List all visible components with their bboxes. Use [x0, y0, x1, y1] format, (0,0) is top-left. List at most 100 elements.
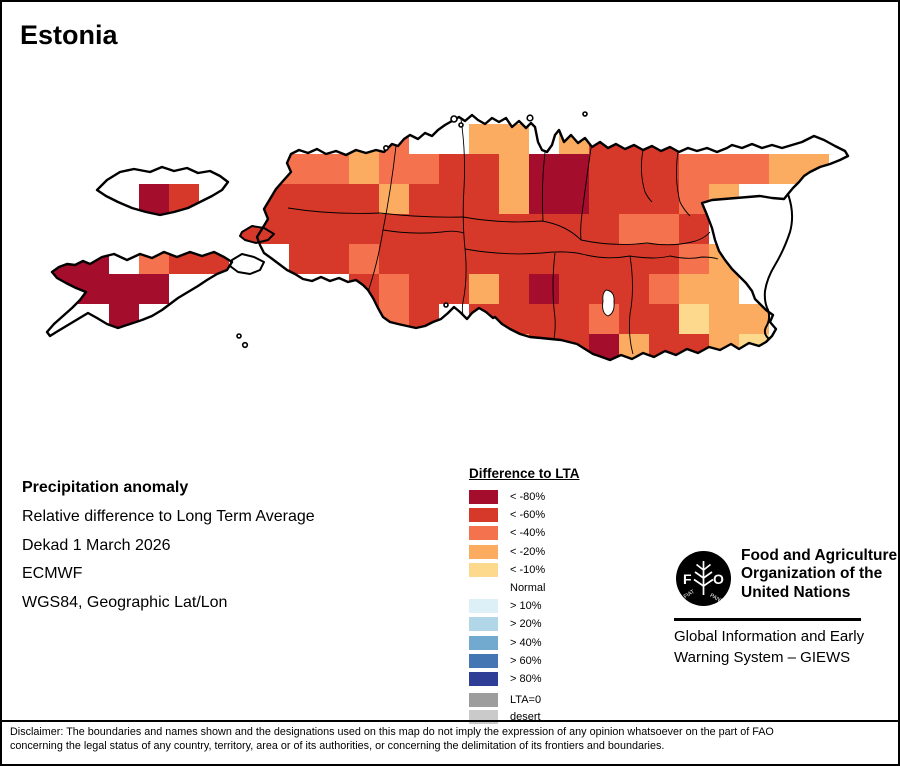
grid-cell-lt60 [589, 244, 619, 274]
grid-cell-lt80 [589, 334, 619, 360]
grid-cell-lt60 [469, 304, 499, 334]
legend-label-lt60: < -60% [510, 509, 546, 522]
grid-cell-lt20 [679, 274, 709, 304]
fao-org-line1: Food and Agriculture [741, 547, 898, 564]
grid-cell-lt20 [619, 334, 649, 360]
grid-cell-lt80 [529, 184, 559, 214]
giews-label: Global Information and Early Warning Sys… [674, 627, 864, 669]
legend-item-gt20: > 20% [469, 615, 580, 633]
grid-cell-lt40 [709, 154, 739, 184]
legend-item-gt10: > 10% [469, 597, 580, 615]
legend-label-lt10: < -10% [510, 563, 546, 576]
grid-cell-lt60 [619, 274, 649, 304]
disclaimer-line2: concerning the legal status of any count… [10, 739, 665, 752]
legend-label-lt20: < -20% [510, 545, 546, 558]
grid-cell-lt20 [499, 154, 529, 184]
map-metadata: Precipitation anomaly Relative differenc… [22, 474, 315, 618]
page-title: Estonia [20, 20, 118, 50]
grid-cell-lt60 [319, 244, 349, 274]
giews-line1: Global Information and Early [674, 628, 865, 645]
grid-cell-lt60 [349, 304, 379, 334]
grid-cell-lt60 [589, 124, 619, 154]
grid-cell-lt40 [289, 154, 319, 184]
grid-cell-lt60 [409, 184, 439, 214]
grid-cell-lt60 [409, 304, 439, 334]
legend-label-gt60: > 60% [510, 654, 542, 667]
grid-cell-lt60 [379, 214, 409, 244]
fao-motto-fiat: FIAT [683, 589, 696, 601]
legend: Difference to LTA < -80% < -60% < -40% < -2… [469, 466, 580, 726]
legend-swatch-normal [469, 581, 498, 596]
grid-cell-lt60 [679, 214, 709, 244]
grid-cell-lt40 [349, 244, 379, 274]
legend-swatch-gt80 [469, 671, 498, 686]
fao-logo-letter-o: O [713, 571, 724, 587]
grid-cell-lt60 [589, 154, 619, 184]
grid-cell-lt60 [409, 274, 439, 304]
grid-cell-lt60 [409, 214, 439, 244]
legend-item-gt40: > 40% [469, 634, 580, 652]
grid-cell-lt40 [379, 304, 409, 334]
legend-label-lta0: LTA=0 [510, 693, 542, 706]
grid-cell-lt80 [79, 274, 109, 304]
legend-item-lt60: < -60% [469, 506, 580, 524]
legend-item-normal: Normal [469, 579, 580, 597]
grid-cell-lt60 [559, 244, 589, 274]
metadata-source: ECMWF [22, 565, 83, 583]
grid-cell-lt20 [769, 154, 799, 184]
grid-cell-lt60 [649, 184, 679, 214]
grid-cell-lt60 [289, 244, 319, 274]
grid-cell-lt20 [499, 184, 529, 214]
grid-cell-lt60 [529, 304, 559, 334]
legend-label-lt40: < -40% [510, 527, 546, 540]
metadata-description: Relative difference to Long Term Average [22, 507, 315, 525]
legend-label-normal: Normal [510, 582, 546, 595]
grid-cell-lt60 [319, 184, 349, 214]
legend-swatch-gt60 [469, 653, 498, 668]
grid-cell-lt20 [469, 274, 499, 304]
legend-swatch-gt10 [469, 599, 498, 614]
grid-cell-lt60 [499, 214, 529, 244]
county-boundaries [287, 118, 719, 355]
grid-cell-lt60 [559, 274, 589, 304]
grid-cell-lt60 [319, 214, 349, 244]
legend-label-gt40: > 40% [510, 636, 542, 649]
legend-swatch-lt40 [469, 526, 498, 541]
grid-cell-lt80 [139, 184, 169, 214]
grid-cell-lt60 [649, 334, 679, 360]
grid-cell-lt60 [439, 184, 469, 214]
grid-cell-lt60 [439, 244, 469, 274]
grid-cell-lt60 [499, 304, 529, 334]
grid-cell-lt60 [469, 154, 499, 184]
grid-cell-lt20 [499, 334, 529, 360]
grid-cell-lt40 [619, 214, 649, 244]
legend-item-lt40: < -40% [469, 524, 580, 542]
legend-swatch-lt60 [469, 508, 498, 523]
grid-cell-lt40 [409, 154, 439, 184]
small-islets [236, 111, 588, 349]
grid-cell-lt10 [739, 334, 769, 360]
legend-items: < -80% < -60% < -40% < -20% < -10% Normal > 10… [469, 488, 580, 688]
grid-cell-lt60 [349, 184, 379, 214]
legend-label-gt80: > 80% [510, 672, 542, 685]
grid-cell-lt60 [619, 244, 649, 274]
grid-cell-lt10 [679, 304, 709, 334]
grid-cell-lt60 [619, 304, 649, 334]
fao-logo: F O FIAT PANIS [676, 551, 731, 606]
grid-cell-lt60 [589, 214, 619, 244]
grid-cell-lt60 [619, 184, 649, 214]
legend-swatch-gt40 [469, 635, 498, 650]
grid-cell-lt20 [499, 124, 529, 154]
fao-organization-name: Food and Agriculture Organization of the… [741, 547, 897, 602]
legend-item-lt80: < -80% [469, 488, 580, 506]
grid-cell-lt60 [589, 184, 619, 214]
grid-cell-lt60 [169, 244, 199, 274]
grid-cell-lt60 [469, 244, 499, 274]
grid-cell-lt60 [649, 244, 679, 274]
lake-vortsjarv-outline [602, 289, 615, 317]
precipitation-grid-cells [49, 124, 829, 360]
grid-cell-lt20 [379, 184, 409, 214]
grid-cell-lt40 [319, 154, 349, 184]
